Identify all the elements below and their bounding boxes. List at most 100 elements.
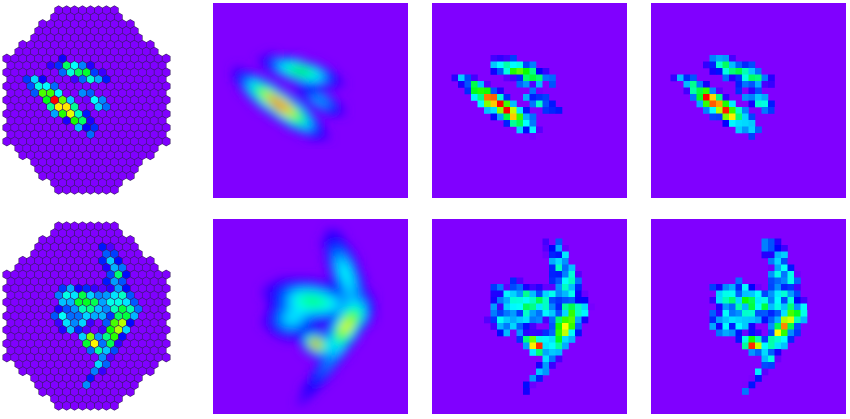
- cell: [761, 107, 769, 114]
- cell: [300, 105, 307, 111]
- cell: [768, 81, 775, 88]
- cell: [325, 297, 331, 303]
- cell: [286, 297, 292, 303]
- cell: [748, 316, 756, 324]
- cell: [755, 284, 762, 291]
- cell: [716, 297, 723, 304]
- cell: [516, 290, 524, 298]
- cell: [549, 100, 556, 108]
- cell: [722, 316, 730, 324]
- cell: [320, 311, 326, 318]
- cell: [523, 342, 530, 350]
- cell: [542, 74, 550, 82]
- cell: [742, 284, 749, 291]
- cell: [716, 87, 723, 95]
- cell: [477, 94, 485, 101]
- cell: [300, 120, 307, 126]
- cell: [742, 323, 749, 330]
- cell: [286, 76, 292, 82]
- cell: [516, 310, 524, 317]
- cell: [305, 306, 312, 313]
- cell: [497, 87, 504, 95]
- cell: [755, 375, 762, 382]
- cell: [276, 282, 282, 288]
- cell: [330, 365, 336, 371]
- cell: [320, 110, 326, 116]
- cell: [232, 66, 238, 72]
- cell: [735, 120, 743, 127]
- cell: [562, 336, 569, 343]
- cell: [549, 251, 556, 259]
- cell: [761, 238, 769, 246]
- cell: [330, 76, 336, 82]
- cell: [735, 277, 743, 285]
- cell: [364, 306, 370, 313]
- cell: [247, 71, 253, 77]
- cell: [334, 326, 341, 332]
- cell: [490, 323, 498, 330]
- cell: [755, 349, 762, 356]
- cell: [690, 81, 697, 88]
- cell: [291, 292, 297, 298]
- pixel-image: [432, 3, 627, 198]
- cell: [310, 340, 316, 347]
- cell: [716, 107, 723, 114]
- cell: [281, 287, 287, 293]
- cell: [787, 271, 795, 278]
- cell: [555, 107, 563, 114]
- cell: [310, 61, 316, 67]
- cell: [781, 284, 788, 291]
- cell: [281, 66, 287, 72]
- cell: [271, 282, 277, 288]
- cell: [484, 87, 491, 95]
- cell: [516, 323, 524, 330]
- cell: [334, 282, 341, 288]
- cell: [742, 87, 749, 95]
- cell: [761, 290, 769, 298]
- cell: [549, 81, 556, 88]
- cell: [800, 303, 808, 311]
- cell: [774, 238, 782, 246]
- cell: [349, 316, 355, 322]
- cell: [271, 110, 277, 116]
- cell: [748, 303, 756, 311]
- cell: [555, 245, 563, 252]
- cell: [359, 311, 365, 318]
- cell: [305, 282, 312, 288]
- cell: [794, 303, 801, 311]
- cell: [458, 74, 465, 82]
- cell: [276, 331, 282, 337]
- cell: [516, 68, 524, 75]
- cell: [237, 85, 243, 92]
- cell: [286, 56, 292, 63]
- cell: [490, 68, 498, 75]
- cell: [354, 306, 360, 313]
- cell: [330, 71, 336, 77]
- cell: [729, 74, 736, 82]
- cell: [529, 297, 537, 304]
- cell: [281, 321, 287, 327]
- cell: [735, 323, 743, 330]
- cell: [503, 323, 511, 330]
- cell: [549, 329, 556, 337]
- cell: [334, 76, 341, 82]
- cell: [276, 311, 282, 318]
- cell: [781, 258, 788, 265]
- cell: [344, 248, 351, 254]
- cell: [354, 311, 360, 318]
- cell: [536, 310, 543, 317]
- cell: [300, 90, 307, 97]
- cell: [523, 336, 530, 343]
- cell: [748, 81, 756, 88]
- cell: [276, 297, 282, 303]
- cell: [722, 113, 730, 121]
- cell: [774, 349, 782, 356]
- cell: [729, 284, 736, 291]
- cell: [325, 258, 331, 264]
- cell: [735, 107, 743, 114]
- cell: [709, 290, 717, 298]
- cell: [315, 129, 321, 136]
- cell: [281, 76, 287, 82]
- cell: [768, 107, 775, 114]
- cell: [768, 355, 775, 363]
